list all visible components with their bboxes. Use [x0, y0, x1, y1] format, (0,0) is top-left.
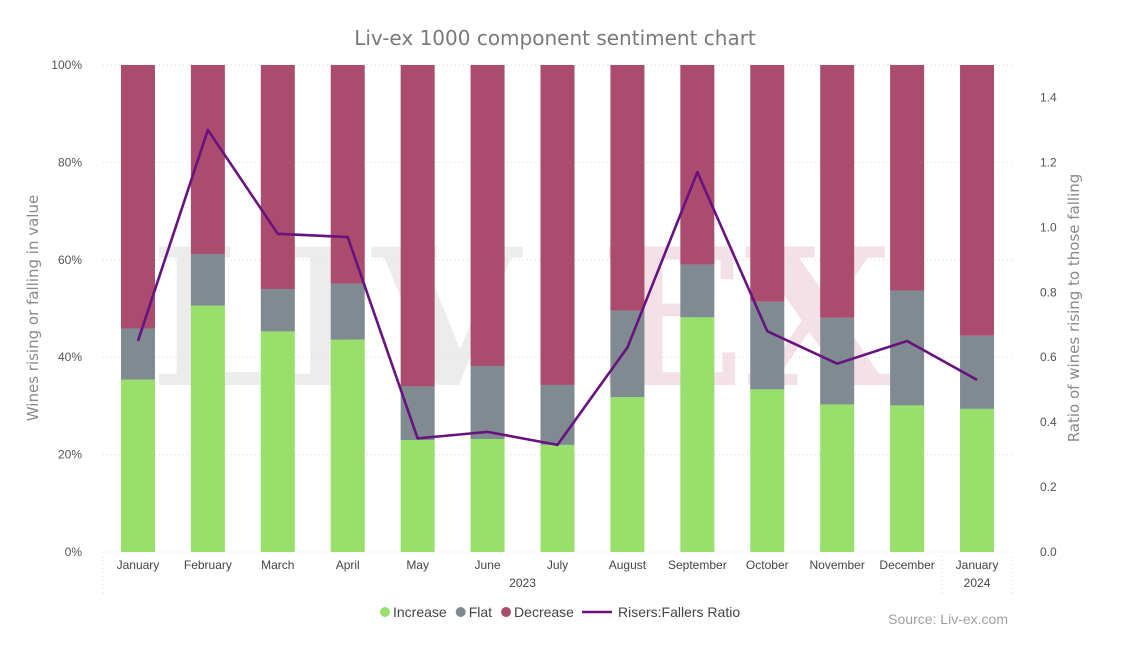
- legend-label: Increase: [393, 604, 447, 620]
- legend-label: Risers:Fallers Ratio: [618, 604, 740, 620]
- x-tick-label: May: [406, 558, 429, 572]
- y2-tick-label: 0.2: [1040, 480, 1057, 494]
- x-tick-label: March: [261, 558, 294, 572]
- bar-increase-5: [470, 439, 505, 552]
- bar-flat-2: [260, 289, 295, 332]
- bar-decrease-1: [190, 65, 225, 254]
- legend: Increase Flat Decrease Risers:Fallers Ratio: [380, 604, 740, 620]
- x-axis: January February March April May June July Augu…: [102, 556, 1013, 596]
- y2-tick-label: 1.2: [1040, 155, 1057, 169]
- bar-flat-4: [400, 386, 435, 440]
- bar-flat-5: [470, 365, 505, 440]
- source-note: Source: Liv-ex.com: [888, 611, 1008, 627]
- bar-increase-3: [330, 339, 365, 552]
- legend-swatch-increase: [380, 607, 390, 617]
- y2-tick-label: 0.0: [1040, 545, 1057, 559]
- bar-decrease-4: [400, 65, 435, 387]
- x-tick-label: September: [668, 558, 727, 572]
- legend-label: Decrease: [514, 604, 574, 620]
- bar-flat-8: [680, 264, 715, 318]
- y2-tick-label: 1.0: [1040, 220, 1057, 234]
- bar-decrease-2: [260, 65, 295, 290]
- y-tick-label: 20%: [58, 448, 82, 462]
- ratio-line: [136, 128, 978, 447]
- y-tick-label: 80%: [58, 155, 82, 169]
- bar-flat-0: [120, 328, 155, 380]
- bar-increase-1: [190, 305, 225, 552]
- bar-decrease-10: [820, 65, 855, 318]
- x-tick-label: November: [810, 558, 865, 572]
- y2-tick-label: 0.8: [1040, 285, 1057, 299]
- bar-decrease-11: [890, 65, 925, 291]
- x-tick-label: June: [475, 558, 501, 572]
- y2-axis-title: Ratio of wines rising to those falling: [1065, 174, 1083, 443]
- x-tick-label: August: [609, 558, 647, 572]
- bar-increase-7: [610, 397, 645, 552]
- bar-flat-6: [540, 384, 575, 445]
- y-tick-label: 0%: [65, 545, 83, 559]
- ratio-line-series: [136, 128, 978, 447]
- bar-decrease-12: [960, 65, 995, 336]
- chart-title: Liv-ex 1000 component sentiment chart: [354, 26, 756, 50]
- bar-increase-9: [750, 389, 785, 552]
- bar-increase-11: [890, 405, 925, 552]
- x-tick-label: October: [746, 558, 789, 572]
- y2-tick-label: 0.4: [1040, 415, 1057, 429]
- bar-increase-2: [260, 331, 295, 552]
- bar-decrease-7: [610, 65, 645, 311]
- x-tick-label: April: [336, 558, 360, 572]
- legend-swatch-flat: [455, 607, 466, 617]
- bar-increase-10: [820, 404, 855, 552]
- legend-label: Flat: [469, 604, 492, 620]
- left-axis: 0% 20% 40% 60% 80% 100%: [51, 58, 82, 559]
- y-tick-label: 40%: [58, 350, 82, 364]
- bar-flat-9: [750, 301, 785, 390]
- y-axis-title: Wines rising or falling in value: [24, 195, 42, 421]
- bar-increase-12: [960, 408, 995, 552]
- legend-swatch-decrease: [501, 607, 512, 617]
- bar-series: [120, 65, 995, 552]
- y-tick-label: 100%: [51, 58, 82, 72]
- bar-decrease-8: [680, 65, 715, 265]
- bar-decrease-9: [750, 65, 785, 302]
- bar-increase-8: [680, 317, 715, 552]
- x-tick-label: February: [184, 558, 232, 572]
- bar-decrease-0: [120, 65, 155, 329]
- y2-tick-label: 0.6: [1040, 350, 1057, 364]
- bar-flat-1: [190, 253, 225, 306]
- right-axis: 0.0 0.2 0.4 0.6 0.8 1.0 1.2 1.4: [1040, 90, 1057, 559]
- y2-tick-label: 1.4: [1040, 90, 1057, 104]
- x-group-label: 2024: [964, 576, 991, 590]
- bar-decrease-5: [470, 65, 505, 366]
- x-tick-label: January: [956, 558, 999, 572]
- bar-flat-3: [330, 283, 365, 340]
- x-tick-label: July: [547, 558, 568, 572]
- bar-increase-6: [540, 444, 575, 552]
- x-tick-label: January: [117, 558, 160, 572]
- bar-increase-0: [120, 379, 155, 552]
- bar-decrease-6: [540, 65, 575, 385]
- x-group-label: 2023: [509, 576, 536, 590]
- x-tick-label: December: [879, 558, 934, 572]
- bar-decrease-3: [330, 65, 365, 284]
- y-tick-label: 60%: [58, 253, 82, 267]
- bar-increase-4: [400, 439, 435, 552]
- bar-flat-7: [610, 310, 645, 398]
